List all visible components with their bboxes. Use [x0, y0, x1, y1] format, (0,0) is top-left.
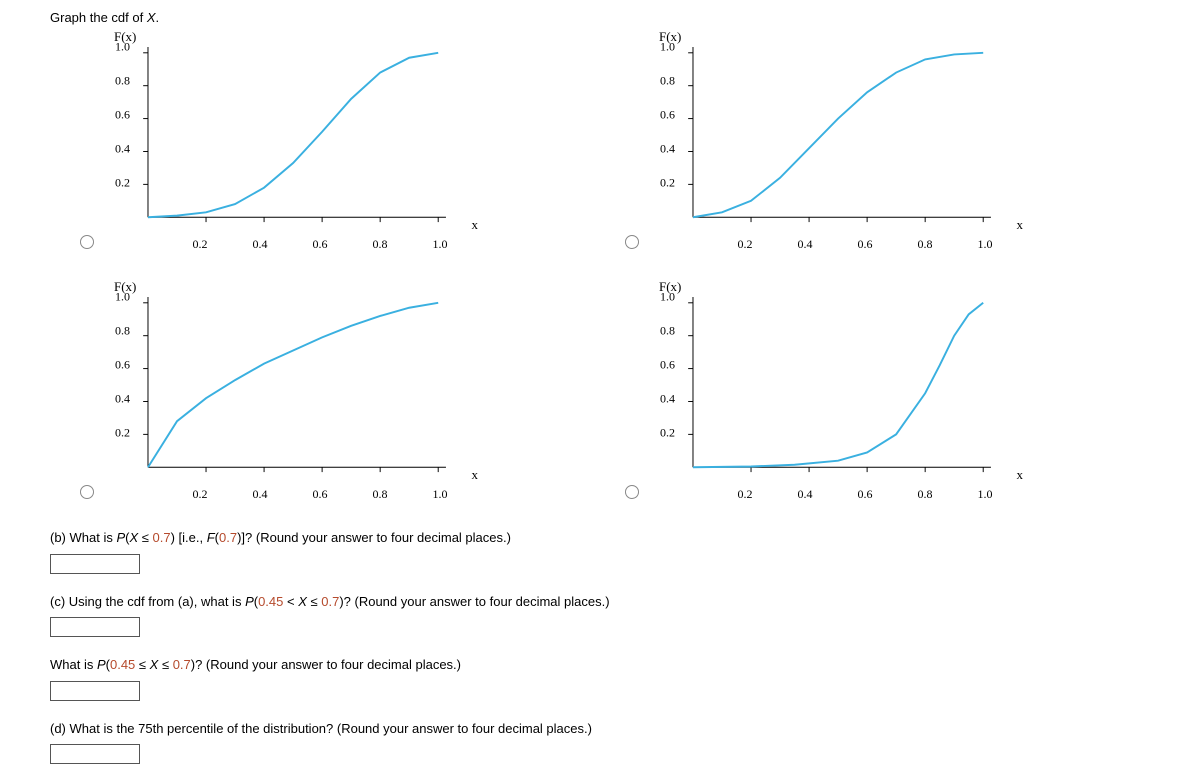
chart-d: F(x) x 0.20.40.60.81.0 0.20.40.60.81.0 [647, 283, 1007, 503]
x-tick-label: 0.2 [738, 487, 753, 502]
y-tick-label: 1.0 [660, 290, 675, 305]
x-tick-label: 1.0 [978, 237, 993, 252]
x-tick-label: 0.8 [373, 487, 388, 502]
y-tick-label: 0.2 [660, 176, 675, 191]
x-tick-label: 1.0 [433, 487, 448, 502]
y-tick-label: 0.8 [660, 74, 675, 89]
y-tick-label: 0.4 [115, 392, 130, 407]
chart-c-radio[interactable] [80, 485, 94, 499]
y-tick-label: 0.4 [660, 392, 675, 407]
y-tick-label: 1.0 [115, 290, 130, 305]
x-axis-title: x [472, 467, 479, 483]
chart-a-option: F(x) x 0.20.40.60.81.0 0.20.40.60.81.0 [80, 33, 605, 253]
x-tick-label: 0.2 [193, 237, 208, 252]
x-tick-label: 0.2 [738, 237, 753, 252]
x-tick-label: 0.8 [918, 237, 933, 252]
x-axis-title: x [472, 217, 479, 233]
x-tick-label: 0.8 [373, 237, 388, 252]
x-axis-title: x [1017, 467, 1024, 483]
y-tick-label: 0.6 [660, 108, 675, 123]
question-d: (d) What is the 75th percentile of the d… [50, 719, 1150, 739]
chart-b-option: F(x) x 0.20.40.60.81.0 0.20.40.60.81.0 [625, 33, 1150, 253]
x-tick-label: 0.4 [798, 487, 813, 502]
y-tick-label: 0.6 [115, 358, 130, 373]
answer-d-input[interactable] [50, 744, 140, 764]
y-tick-label: 1.0 [660, 40, 675, 55]
question-c2: What is P(0.45 ≤ X ≤ 0.7)? (Round your a… [50, 655, 1150, 675]
x-tick-label: 1.0 [433, 237, 448, 252]
question-b: (b) What is P(X ≤ 0.7) [i.e., F(0.7)]? (… [50, 528, 1150, 548]
y-tick-label: 0.2 [115, 426, 130, 441]
answer-b-input[interactable] [50, 554, 140, 574]
x-tick-label: 1.0 [978, 487, 993, 502]
y-tick-label: 0.8 [115, 74, 130, 89]
chart-b-radio[interactable] [625, 235, 639, 249]
answer-c-input[interactable] [50, 617, 140, 637]
chart-c-option: F(x) x 0.20.40.60.81.0 0.20.40.60.81.0 [80, 283, 605, 503]
x-axis-title: x [1017, 217, 1024, 233]
y-tick-label: 0.6 [660, 358, 675, 373]
x-tick-label: 0.4 [798, 237, 813, 252]
x-tick-label: 0.4 [253, 487, 268, 502]
x-tick-label: 0.4 [253, 237, 268, 252]
y-tick-label: 0.8 [115, 324, 130, 339]
chart-d-radio[interactable] [625, 485, 639, 499]
x-tick-label: 0.6 [858, 487, 873, 502]
x-tick-label: 0.6 [313, 237, 328, 252]
chart-a-radio[interactable] [80, 235, 94, 249]
x-tick-label: 0.8 [918, 487, 933, 502]
y-tick-label: 0.6 [115, 108, 130, 123]
y-tick-label: 0.4 [660, 142, 675, 157]
answer-c2-input[interactable] [50, 681, 140, 701]
chart-d-option: F(x) x 0.20.40.60.81.0 0.20.40.60.81.0 [625, 283, 1150, 503]
x-tick-label: 0.6 [858, 237, 873, 252]
y-tick-label: 0.8 [660, 324, 675, 339]
y-tick-label: 0.2 [115, 176, 130, 191]
chart-a: F(x) x 0.20.40.60.81.0 0.20.40.60.81.0 [102, 33, 462, 253]
chart-c: F(x) x 0.20.40.60.81.0 0.20.40.60.81.0 [102, 283, 462, 503]
y-tick-label: 0.2 [660, 426, 675, 441]
question-c: (c) Using the cdf from (a), what is P(0.… [50, 592, 1150, 612]
chart-b: F(x) x 0.20.40.60.81.0 0.20.40.60.81.0 [647, 33, 1007, 253]
y-tick-label: 0.4 [115, 142, 130, 157]
x-tick-label: 0.6 [313, 487, 328, 502]
y-tick-label: 1.0 [115, 40, 130, 55]
x-tick-label: 0.2 [193, 487, 208, 502]
chart-grid: F(x) x 0.20.40.60.81.0 0.20.40.60.81.0 F… [80, 33, 1150, 503]
intro-text: Graph the cdf of X. [50, 10, 1150, 25]
